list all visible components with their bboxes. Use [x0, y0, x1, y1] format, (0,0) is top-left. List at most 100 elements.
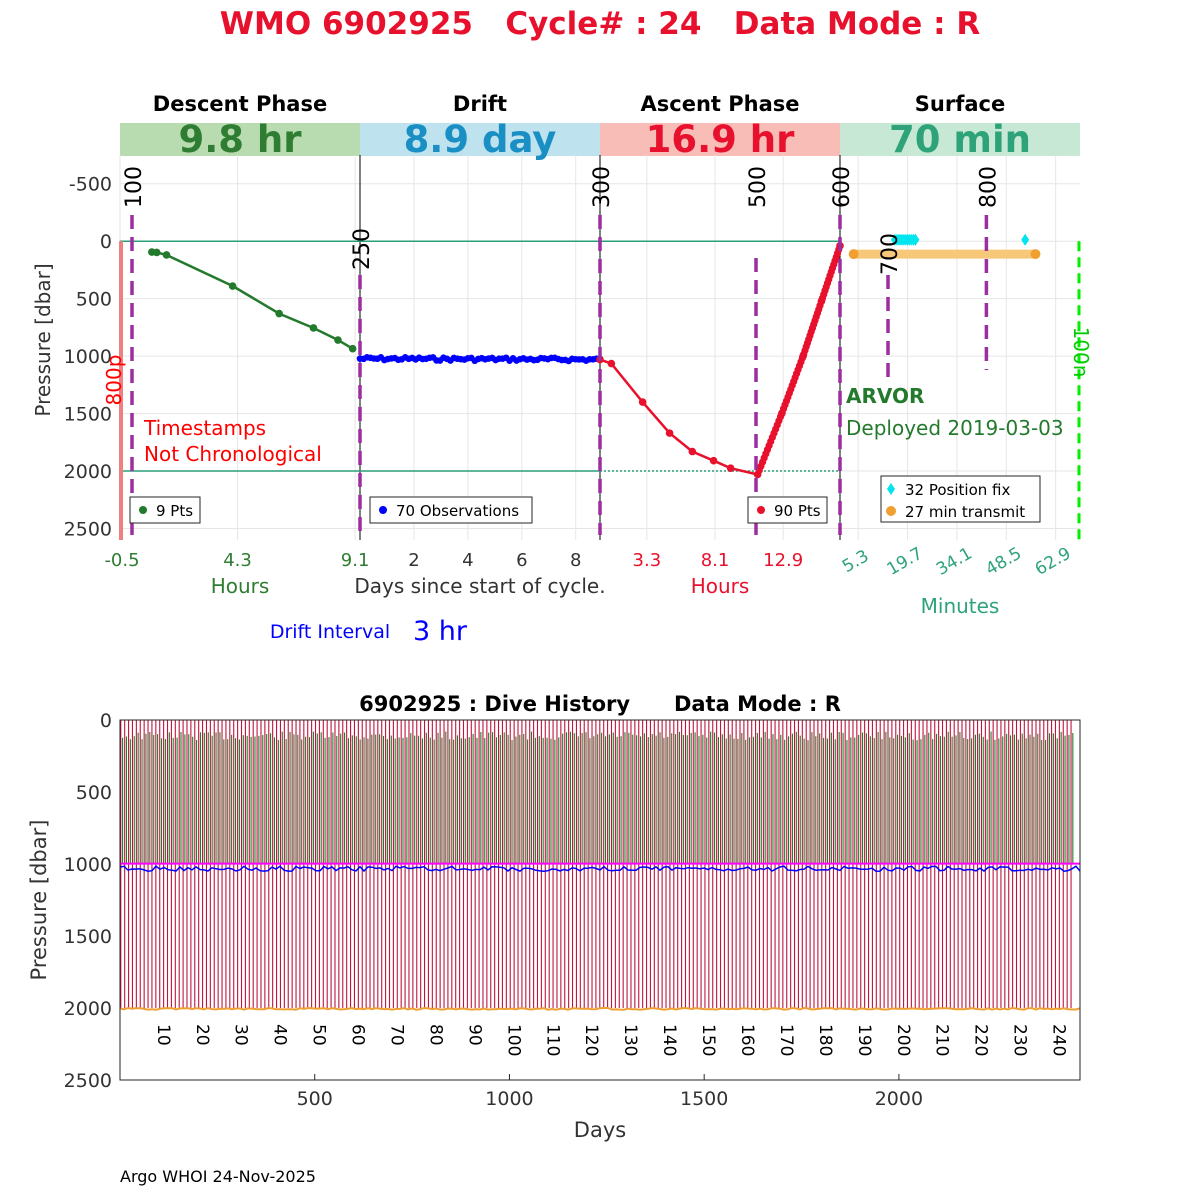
cycle-number-label: 240: [1049, 1024, 1069, 1056]
left-marker-label: 800p: [102, 355, 126, 406]
cycle-number-label: 230: [1010, 1024, 1030, 1056]
phase-band: [840, 123, 1080, 156]
series-point: [638, 398, 647, 406]
series-point: [334, 336, 342, 344]
phase-name: Descent Phase: [153, 92, 327, 116]
cycle-marker-label: 100: [122, 166, 147, 208]
transmit-point: [848, 249, 859, 260]
footer-credit: Argo WHOI 24-Nov-2025: [120, 1167, 316, 1186]
cycle-marker-label: 500: [746, 166, 771, 208]
cycle-number-label: 60: [348, 1024, 368, 1046]
dive-history-x-ticks: 500 1000 1500 2000: [297, 1074, 923, 1110]
cycle-number-label: 50: [309, 1024, 329, 1046]
right-marker-label: 100n: [1069, 327, 1093, 378]
cycle-number-label: 180: [815, 1024, 835, 1056]
series-point: [726, 464, 735, 472]
cycle-marker-label: 250: [350, 228, 375, 270]
deployment-date: Deployed 2019-03-03: [846, 416, 1064, 440]
cycle-number-label: 20: [192, 1024, 212, 1046]
phase-duration: 70 min: [889, 118, 1031, 161]
cycle-marker-label: 600: [830, 166, 855, 208]
cycle-number-label: 160: [737, 1024, 757, 1056]
cycle-number-label: 220: [971, 1024, 991, 1056]
position-fix-point: [1021, 233, 1030, 246]
phase-name: Drift: [453, 92, 507, 116]
x-tick-label: 1000: [485, 1088, 533, 1110]
phase-band: [600, 123, 840, 156]
dive-history-chart: 6902925 : Dive History Data Mode : R 10 2…: [27, 692, 1081, 1142]
x-axis-label: Hours: [691, 574, 750, 598]
x-tick-label: 19.7: [884, 544, 927, 580]
cycle-marker-label: 800: [976, 166, 1001, 208]
dive-history-y-axis-label: Pressure [dbar]: [27, 820, 51, 981]
cycle-number-label: 10: [153, 1024, 173, 1046]
x-tick-label: 2000: [875, 1088, 923, 1110]
series-point: [688, 447, 697, 456]
legend-box: [880, 475, 1041, 523]
dive-history-title: 6902925 : Dive History Data Mode : R: [359, 692, 841, 716]
cycle-number-label: 210: [932, 1024, 952, 1056]
x-tick-label: 6: [516, 550, 527, 571]
drift-interval-value: 3 hr: [413, 616, 468, 647]
y-tick-label: 2500: [64, 519, 112, 541]
cycle-markers: 100 250 300 500 600 700 800: [119, 166, 1081, 540]
x-axis-label: Days since start of cycle.: [354, 574, 605, 598]
x-tick-label: 2: [408, 550, 419, 571]
x-tick-label: 3.3: [633, 550, 662, 571]
phase-band: [120, 123, 360, 156]
x-tick-label: 9.1: [341, 550, 370, 571]
cycle-number-label: 30: [231, 1024, 251, 1046]
profile-depth-line: [119, 1006, 1081, 1011]
legend-label: 27 min transmit: [905, 503, 1025, 521]
dive-history-frame: [119, 719, 1081, 1081]
cycle-number-labels: 10 20 30 40 50 60 70 80 90 100 110 120 130 140 150 160 1…: [153, 1024, 1069, 1056]
legend-marker: [379, 506, 387, 514]
x-tick-label: 8: [570, 550, 581, 571]
series-point: [152, 248, 161, 257]
cycle-number-label: 170: [776, 1024, 796, 1056]
dive-history-bars: [120, 720, 1074, 1008]
cycle-number-label: 80: [425, 1024, 445, 1046]
legend-label: 70 Observations: [396, 502, 519, 520]
cycle-number-label: 110: [542, 1024, 562, 1056]
y-tick-label: 1000: [64, 346, 112, 368]
phase-duration: 16.9 hr: [646, 118, 796, 161]
phase-name: Ascent Phase: [641, 92, 800, 116]
y-tick-label: 1000: [64, 854, 112, 876]
series-point: [665, 429, 674, 437]
profile-series: [148, 233, 1041, 479]
legend-box: [369, 496, 533, 524]
x-tick-label: 4: [462, 550, 473, 571]
legend-label: 9 Pts: [156, 502, 193, 520]
x-tick-label: -0.5: [104, 550, 139, 571]
y-tick-label: 500: [76, 289, 112, 311]
cycle-number-label: 100: [503, 1024, 523, 1056]
y-tick-label: 2000: [64, 998, 112, 1020]
series-point: [275, 309, 283, 318]
dive-history-y-ticks: 0 500 1000 1500 2000 2500: [64, 710, 112, 1092]
cycle-number-label: 190: [854, 1024, 874, 1056]
series-point: [309, 324, 318, 332]
cycle-number-label: 130: [620, 1024, 640, 1056]
y-tick-label: 0: [100, 231, 112, 253]
float-type-label: ARVOR: [846, 384, 924, 408]
x-axis-label: Hours: [211, 574, 270, 598]
x-tick-label: 34.1: [933, 544, 976, 580]
y-tick-label: 0: [100, 710, 112, 732]
cycle-number-label: 70: [387, 1024, 407, 1046]
profile-legends: 9 Pts 70 Observations 90 Pts 32 Position fi…: [129, 475, 1041, 524]
cycle-number-label: 200: [893, 1024, 913, 1056]
cycle-number-label: 150: [698, 1024, 718, 1056]
transmit-point: [1030, 249, 1041, 260]
cycle-number-label: 120: [581, 1024, 601, 1056]
phase-band: [360, 123, 600, 156]
x-tick-label: 62.9: [1032, 544, 1075, 580]
legend-box: [747, 496, 828, 524]
cycle-marker-label: 700: [878, 233, 903, 275]
x-tick-label: 8.1: [701, 550, 730, 571]
drift-pressure-line: [119, 865, 1081, 873]
y-tick-label: 2000: [64, 461, 112, 483]
